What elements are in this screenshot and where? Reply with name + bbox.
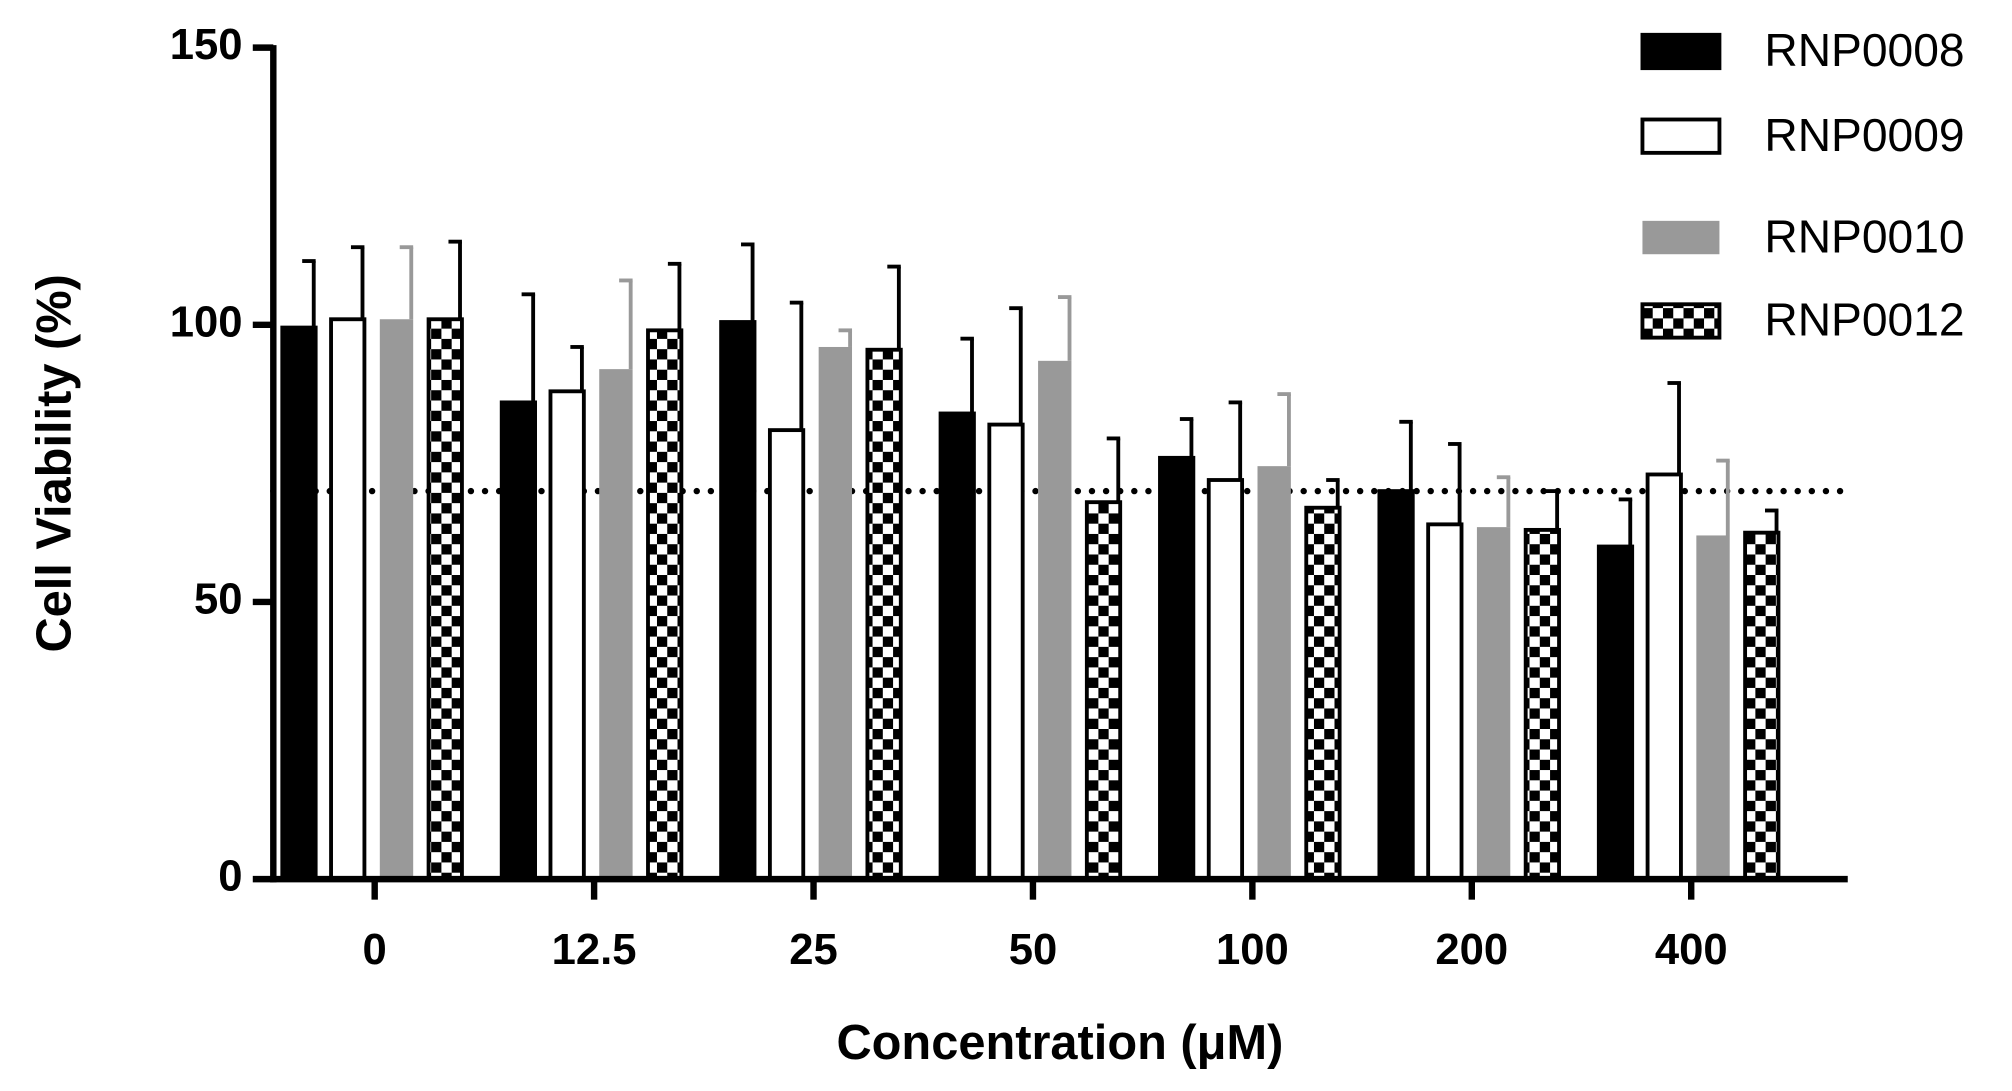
bar — [329, 317, 367, 882]
error-bar — [667, 261, 682, 331]
bar — [1084, 500, 1123, 882]
y-tick-label: 50 — [194, 575, 243, 623]
bar — [426, 317, 464, 882]
error-bar — [350, 245, 365, 320]
bar — [1645, 472, 1683, 882]
error-bar — [1764, 508, 1779, 533]
bar — [1523, 527, 1561, 882]
error-bar — [1716, 458, 1730, 536]
error-bar — [1667, 381, 1681, 475]
error-bar — [1399, 419, 1413, 492]
error-bar — [1228, 400, 1243, 481]
bar — [865, 347, 903, 882]
error-bar — [789, 300, 804, 431]
error-bar — [838, 328, 853, 347]
bar — [1257, 466, 1291, 880]
error-bar — [521, 292, 536, 403]
bar — [1596, 544, 1635, 882]
error-bar — [1545, 489, 1560, 530]
bar — [1426, 522, 1464, 882]
y-tick-label: 0 — [218, 853, 242, 901]
error-bar — [1057, 295, 1072, 361]
bar — [646, 328, 684, 882]
bar — [1476, 527, 1511, 880]
legend-label: RNP0012 — [1764, 294, 1964, 346]
legend-label: RNP0010 — [1764, 210, 1964, 262]
bar — [379, 319, 414, 880]
legend-swatch — [1640, 32, 1722, 71]
error-bar — [448, 239, 462, 320]
legend-swatch — [1640, 302, 1722, 340]
bar — [1696, 535, 1730, 880]
legend-label: RNP0009 — [1764, 109, 1964, 161]
legend-label: RNP0008 — [1764, 24, 1964, 76]
y-tick-label: 150 — [170, 21, 243, 69]
error-bar — [1618, 497, 1633, 547]
bar — [818, 346, 853, 880]
error-bar — [1277, 392, 1291, 467]
x-tick-label: 0 — [363, 926, 387, 974]
error-bar — [1448, 442, 1462, 525]
error-bar — [1496, 475, 1511, 528]
bar — [499, 400, 538, 882]
bar — [1304, 505, 1342, 882]
bar — [1377, 489, 1415, 882]
bar — [1158, 455, 1196, 882]
bar — [767, 428, 806, 882]
bar — [280, 325, 318, 882]
bar — [548, 389, 586, 882]
bar — [938, 411, 976, 882]
error-bar — [619, 278, 633, 370]
bar — [599, 369, 633, 880]
x-tick-label: 25 — [789, 926, 838, 974]
x-tick-label: 50 — [1009, 926, 1058, 974]
bar — [1038, 360, 1072, 880]
error-bar — [399, 245, 414, 320]
x-tick-label: 12.5 — [552, 926, 637, 974]
bar — [987, 422, 1025, 882]
legend-swatch — [1642, 220, 1720, 255]
bar — [719, 320, 757, 882]
x-tick-label: 400 — [1655, 926, 1728, 974]
x-axis-title: Concentration (μM) — [836, 1016, 1283, 1070]
error-bar — [1326, 478, 1340, 508]
bar — [1743, 530, 1781, 882]
error-bar — [887, 264, 901, 350]
error-bar — [1106, 436, 1121, 503]
error-bar — [302, 259, 316, 328]
y-axis-title: Cell Viability (%) — [28, 274, 82, 652]
error-bar — [1009, 306, 1023, 425]
error-bar — [960, 336, 974, 414]
error-bar — [741, 242, 755, 323]
x-tick-label: 200 — [1435, 926, 1508, 974]
x-tick-label: 100 — [1216, 926, 1289, 974]
legend-swatch — [1640, 117, 1722, 155]
error-bar — [1179, 417, 1194, 458]
bar — [1206, 478, 1245, 882]
y-tick-label: 100 — [170, 298, 243, 346]
error-bar — [570, 345, 584, 392]
